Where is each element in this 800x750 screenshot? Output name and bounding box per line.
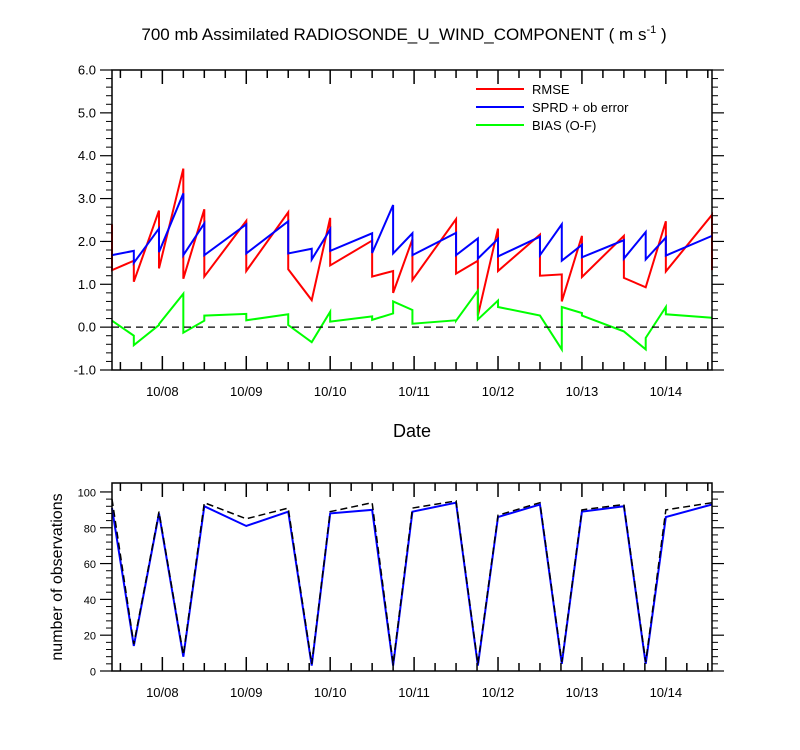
x-tick-label: 10/09 — [230, 384, 263, 399]
top-tick-labels-group: -1.0 0.0 1.0 2.0 3.0 4.0 5.0 6.0 10/08 10/09 10/10… — [74, 63, 683, 400]
y-tick-label: 100 — [78, 487, 96, 499]
title-unit-superscript: -1 — [646, 24, 656, 36]
top-plot-frame — [111, 69, 713, 371]
legend: RMSE SPRD + ob error BIAS (O-F) — [476, 82, 629, 133]
x-tick-label: 10/12 — [482, 685, 515, 700]
bottom-ticks-group — [100, 483, 724, 672]
x-tick-label: 10/10 — [314, 384, 347, 399]
x-tick-label: 10/08 — [146, 685, 179, 700]
y-tick-label: 6.0 — [78, 63, 96, 78]
y-tick-label: 3.0 — [78, 191, 96, 206]
y-tick-label: 2.0 — [78, 234, 96, 249]
bottom-plot-frame — [111, 482, 713, 672]
top-panel: -1.0 0.0 1.0 2.0 3.0 4.0 5.0 6.0 10/08 10/09 10/10… — [74, 63, 724, 441]
x-tick-label: 10/11 — [398, 685, 430, 700]
y-tick-label: -1.0 — [74, 363, 96, 378]
x-tick-label: 10/13 — [566, 384, 599, 399]
y-tick-label: 60 — [84, 559, 96, 571]
x-tick-label: 10/14 — [650, 384, 683, 399]
legend-label-sprd: SPRD + ob error — [532, 100, 629, 115]
x-tick-label: 10/10 — [314, 685, 347, 700]
x-tick-label: 10/13 — [566, 685, 599, 700]
x-tick-label: 10/09 — [230, 685, 263, 700]
bottom-panel: 0 20 40 60 80 100 10/08 10/09 10/10 10/11 10/12 10/… — [49, 482, 724, 700]
legend-label-bias: BIAS (O-F) — [532, 118, 596, 133]
y-tick-label: 5.0 — [78, 105, 96, 120]
series-line-bias-o-f — [111, 287, 713, 353]
y-tick-label: 0 — [90, 667, 96, 679]
x-tick-label: 10/08 — [146, 384, 179, 399]
x-tick-label: 10/11 — [398, 384, 430, 399]
y-axis-label-bottom: number of observations — [49, 493, 66, 660]
legend-label-rmse: RMSE — [532, 82, 570, 97]
y-tick-label: 0.0 — [78, 320, 96, 335]
bottom-tick-labels-group: 0 20 40 60 80 100 10/08 10/09 10/10 10/11 10/12 10/… — [78, 487, 682, 700]
series-line-sprd-ob-error — [111, 193, 713, 266]
series-line-rmse — [111, 168, 713, 316]
y-tick-label: 4.0 — [78, 148, 96, 163]
x-tick-label: 10/14 — [650, 685, 683, 700]
y-tick-label: 40 — [84, 595, 96, 607]
chart-title: 700 mb Assimilated RADIOSONDE_U_WIND_COM… — [141, 24, 666, 44]
top-ticks-group — [100, 69, 724, 371]
title-suffix: ) — [656, 25, 666, 44]
y-tick-label: 1.0 — [78, 277, 96, 292]
x-tick-label: 10/12 — [482, 384, 515, 399]
y-tick-label: 20 — [84, 631, 96, 643]
top-series-group — [111, 168, 713, 353]
x-axis-label: Date — [393, 421, 431, 441]
series-line-observations-possible — [111, 498, 713, 664]
y-tick-label: 80 — [84, 523, 96, 535]
bottom-series-group — [111, 498, 713, 666]
series-line-observations-assimilated — [111, 501, 713, 666]
